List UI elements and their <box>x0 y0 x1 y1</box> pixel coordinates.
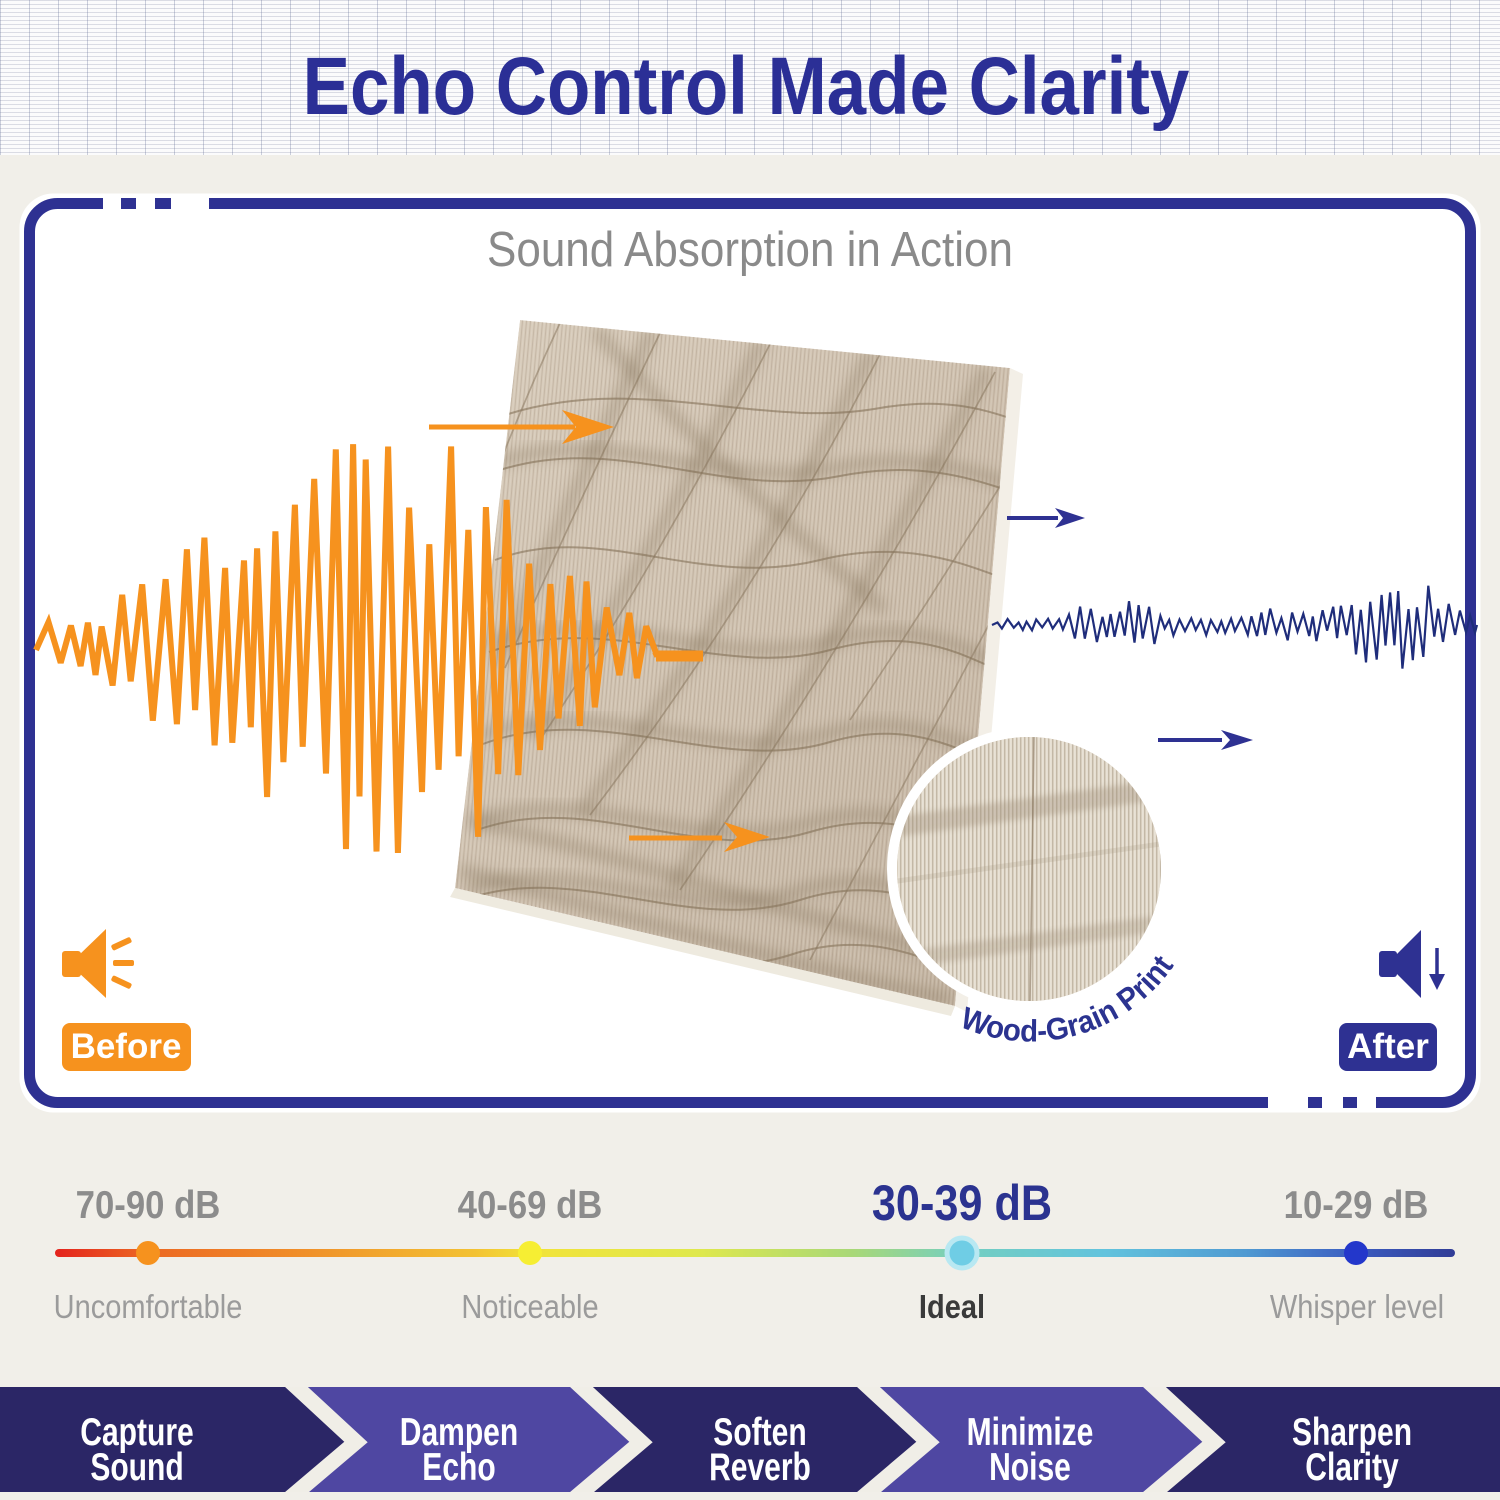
svg-text:Dampen: Dampen <box>400 1412 518 1454</box>
svg-text:Ideal: Ideal <box>919 1288 985 1325</box>
svg-text:Clarity: Clarity <box>1305 1447 1399 1489</box>
svg-text:40-69 dB: 40-69 dB <box>458 1183 603 1226</box>
svg-text:Sound: Sound <box>90 1447 183 1489</box>
svg-text:Sharpen: Sharpen <box>1292 1412 1412 1454</box>
svg-text:Reverb: Reverb <box>709 1447 811 1489</box>
svg-text:Noticeable: Noticeable <box>461 1288 598 1325</box>
svg-text:Capture: Capture <box>80 1412 193 1454</box>
svg-text:Soften: Soften <box>713 1412 806 1454</box>
svg-text:30-39 dB: 30-39 dB <box>872 1175 1052 1231</box>
svg-text:Before: Before <box>71 1027 182 1066</box>
svg-text:Whisper level: Whisper level <box>1270 1288 1444 1325</box>
svg-text:10-29 dB: 10-29 dB <box>1284 1183 1429 1226</box>
svg-text:Echo: Echo <box>422 1447 495 1489</box>
svg-text:Sound Absorption in Action: Sound Absorption in Action <box>487 223 1013 277</box>
svg-text:Minimize: Minimize <box>967 1412 1094 1454</box>
svg-text:Noise: Noise <box>989 1447 1071 1489</box>
svg-text:Uncomfortable: Uncomfortable <box>54 1288 243 1325</box>
svg-text:After: After <box>1347 1027 1429 1066</box>
svg-text:70-90 dB: 70-90 dB <box>76 1183 221 1226</box>
